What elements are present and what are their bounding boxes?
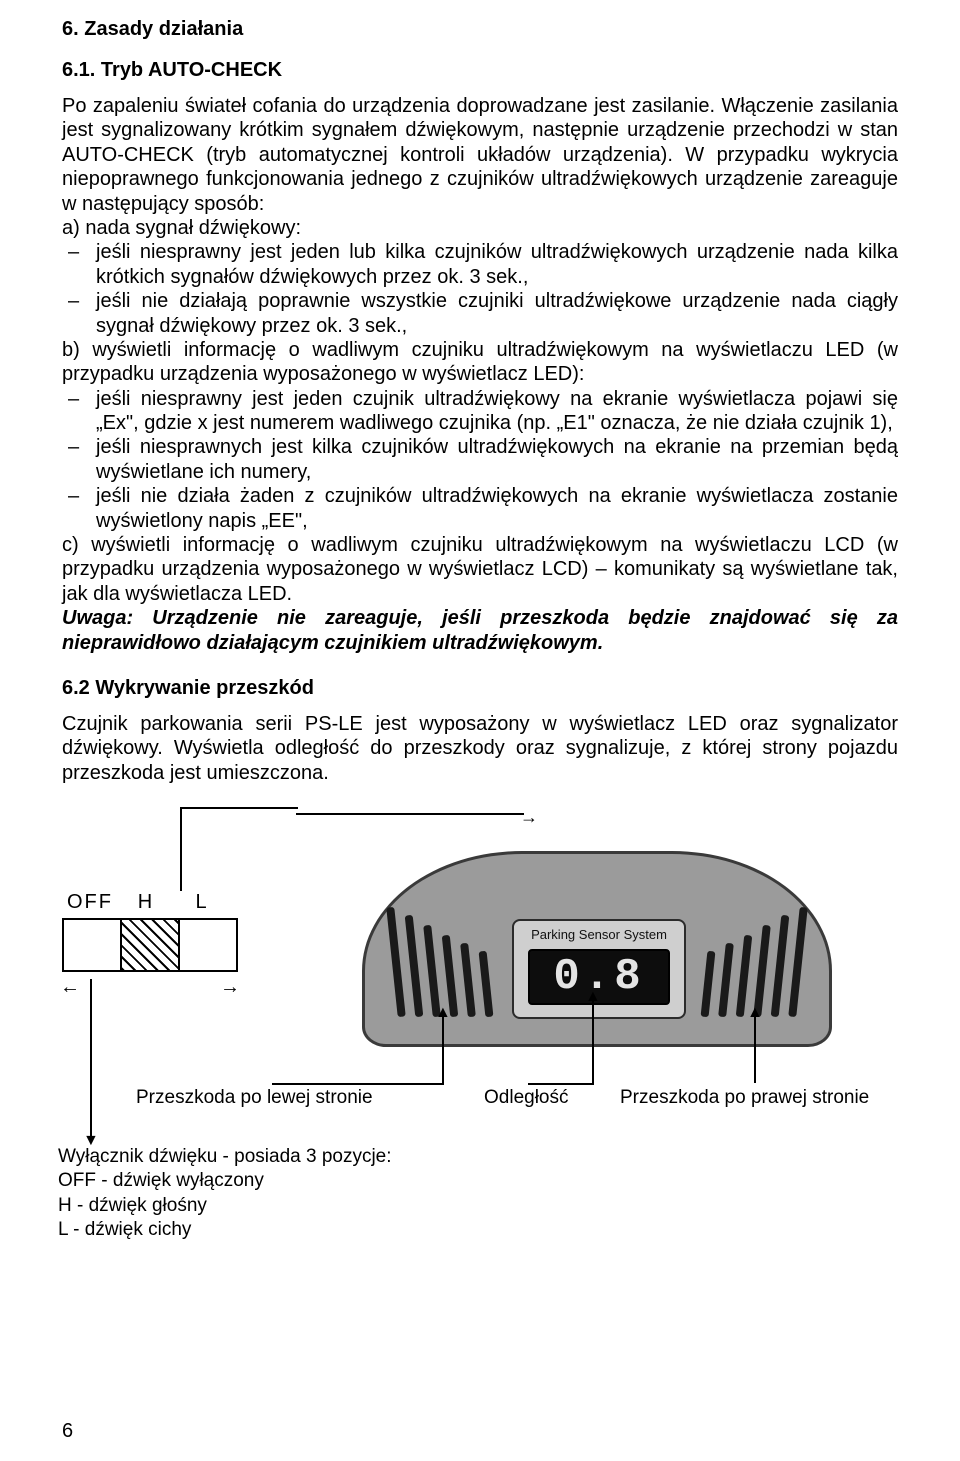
- list-item: jeśli nie działa żaden z czujników ultra…: [96, 484, 898, 533]
- sound-switch: OFFHL ← →: [62, 891, 238, 996]
- lead-line: [528, 1083, 594, 1085]
- list-6-1-b: jeśli niesprawny jest jeden czujnik ultr…: [62, 387, 898, 533]
- switch-description: Wyłącznik dźwięku - posiada 3 pozycje: O…: [58, 1145, 392, 1242]
- switch-label-l: L: [174, 891, 230, 914]
- callout-left: Przeszkoda po lewej stronie: [136, 1087, 373, 1109]
- para-6-1-intro: Po zapaleniu świateł cofania do urządzen…: [62, 94, 898, 216]
- switch-desc-title: Wyłącznik dźwięku - posiada 3 pozycje:: [58, 1145, 392, 1169]
- lead-line: [90, 979, 92, 1139]
- switch-desc-line: L - dźwięk cichy: [58, 1218, 392, 1242]
- arrowhead-icon: ▲: [435, 1005, 451, 1021]
- arrowhead-icon: ▲: [585, 989, 601, 1005]
- callout-right: Przeszkoda po prawej stronie: [620, 1087, 869, 1109]
- para-6-1-warning: Uwaga: Urządzenie nie zareaguje, jeśli p…: [62, 606, 898, 655]
- switch-label-h: H: [118, 891, 174, 914]
- list-item: jeśli niesprawny jest jeden czujnik ultr…: [96, 387, 898, 436]
- page-number: 6: [62, 1420, 73, 1443]
- para-6-2: Czujnik parkowania serii PS-LE jest wypo…: [62, 712, 898, 785]
- list-item: jeśli nie działają poprawnie wszystkie c…: [96, 289, 898, 338]
- switch-pos-l: [180, 920, 236, 970]
- lead-line: [180, 807, 182, 891]
- list-item: jeśli niesprawny jest jeden lub kilka cz…: [96, 240, 898, 289]
- lead-line: [272, 1083, 444, 1085]
- heading-6-1: 6.1. Tryb AUTO-CHECK: [62, 59, 898, 82]
- arrow-right-icon: →: [220, 976, 240, 999]
- diagram-parking-sensor: → OFFHL ← →: [62, 803, 898, 1243]
- list-6-1-a: jeśli niesprawny jest jeden lub kilka cz…: [62, 240, 898, 338]
- para-6-1-a-label: a) nada sygnał dźwiękowy:: [62, 216, 898, 240]
- para-6-1-b-label: b) wyświetli informację o wadliwym czujn…: [62, 338, 898, 387]
- switch-pos-off: [64, 920, 122, 970]
- lead-line: [180, 807, 298, 809]
- arrow-left-icon: ←: [60, 976, 80, 999]
- obstacle-bars-left: [392, 897, 502, 1017]
- switch-label-off: OFF: [62, 891, 118, 914]
- obstacle-bars-right: [692, 897, 802, 1017]
- heading-6: 6. Zasady działania: [62, 18, 898, 41]
- top-arrow: →: [296, 807, 536, 821]
- heading-6-2: 6.2 Wykrywanie przeszkód: [62, 677, 898, 700]
- device-title: Parking Sensor System: [514, 927, 684, 942]
- lead-line: [592, 997, 594, 1083]
- para-6-1-c: c) wyświetli informację o wadliwym czujn…: [62, 533, 898, 606]
- switch-desc-line: H - dźwięk głośny: [58, 1194, 392, 1218]
- callout-center: Odległość: [484, 1087, 569, 1109]
- list-item: jeśli niesprawnych jest kilka czujników …: [96, 435, 898, 484]
- lead-line: [442, 1013, 444, 1083]
- lead-line: [754, 1013, 756, 1083]
- switch-pos-h: [122, 920, 180, 970]
- switch-desc-line: OFF - dźwięk wyłączony: [58, 1169, 392, 1193]
- arrowhead-icon: ▲: [747, 1005, 763, 1021]
